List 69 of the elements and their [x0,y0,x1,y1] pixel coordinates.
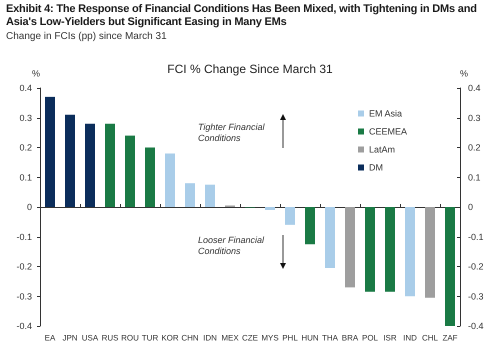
bar [425,207,435,298]
x-tick-label: KOR [161,334,179,342]
x-tick-label: THA [322,334,339,342]
bar [405,207,415,296]
y2-tick-label: 0 [468,202,474,212]
x-tick-label: EA [44,334,56,342]
y2-tick-label: 0.4 [468,83,481,93]
y-axis-title: % [32,68,40,78]
y-tick-label: -0.3 [16,291,32,302]
y2-tick-label: 0.1 [468,172,481,182]
bar [445,207,455,326]
annotation: Looser Financial Conditions [198,234,266,257]
legend-label: CEEMEA [368,126,408,136]
bar [65,114,75,207]
bar [125,136,135,207]
x-tick-label: ZAF [442,334,458,342]
chart-subtitle: Change in FCIs (pp) since March 31 [6,31,167,42]
bar [145,148,155,207]
x-tick-label: HUN [301,334,319,342]
y2-tick-label: 0.3 [468,112,481,123]
x-tick-label: BRA [342,334,359,342]
x-tick-label: RUS [102,334,118,342]
bar [185,183,195,207]
y2-tick-label: -0.2 [468,262,484,272]
legend-label: DM [368,162,383,172]
legend-label: LatAm [368,144,396,154]
y2-tick-label: 0.2 [468,142,481,152]
y-tick-label: 0.1 [19,172,32,182]
y-tick-label: -0.1 [16,232,32,242]
x-tick-label: ISR [383,334,397,342]
y-tick-label: -0.4 [16,321,32,331]
bar [385,207,395,292]
y2-tick-label: -0.4 [468,321,484,331]
x-tick-label: PHL [282,334,298,342]
x-tick-label: CZE [242,334,258,342]
x-tick-label: JPN [62,334,78,342]
y-tick-label: 0.2 [19,142,32,152]
bar [85,124,95,207]
y-tick-label: 0 [26,202,32,212]
bar [105,124,115,207]
x-tick-label: ROU [121,334,140,342]
y-tick-label: 0.3 [19,112,32,123]
annotation: Tighter Financial Conditions [198,122,266,144]
bar [305,207,315,244]
x-tick-label: CHL [422,334,439,342]
bar [205,184,215,207]
bar [345,207,355,288]
x-tick-label: USA [82,334,99,342]
x-tick-label: TUR [142,334,158,342]
legend-label: EM Asia [368,108,402,118]
x-tick-label: IDN [203,334,218,342]
text: FCI % Change Since March 31 [167,62,334,76]
y2-axis-title: % [460,68,468,78]
x-tick-label: POL [362,334,379,342]
x-tick-label: CHN [181,334,199,342]
y2-tick-label: -0.1 [468,232,484,242]
x-tick-label: MEX [221,334,240,342]
bar [165,153,175,207]
x-tick-label: IND [403,334,418,342]
x-tick-label: MYS [261,334,279,342]
bar [265,207,275,210]
y-tick-label: -0.2 [16,262,32,272]
bar [365,207,375,292]
bar [285,207,295,225]
y-tick-label: 0.4 [19,83,32,93]
bar [325,207,335,268]
chart-title: Exhibit 4: The Response of Financial Conditions Has Been Mixed, with Tightening in DMs and Asia's Low-Yielders but Significant Easing in Many EMs [6,3,478,29]
bar [45,96,55,207]
y2-tick-label: -0.3 [468,291,484,302]
